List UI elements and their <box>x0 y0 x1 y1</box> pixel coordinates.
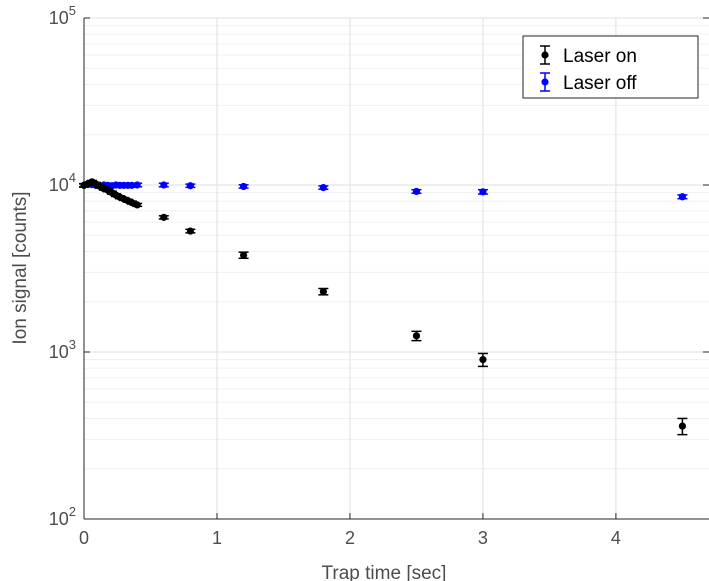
data-point <box>186 227 194 235</box>
data-point <box>160 213 168 221</box>
x-tick-label: 2 <box>345 528 355 548</box>
data-point <box>678 193 687 201</box>
data-point <box>412 332 421 340</box>
data-point <box>678 422 687 430</box>
x-tick-label: 4 <box>611 528 621 548</box>
y-tick-labels: 102 103 104 105 <box>49 3 76 529</box>
y-tick-label: 104 <box>49 170 76 195</box>
legend-item: Laser off <box>540 72 637 94</box>
data-point <box>319 183 327 192</box>
data-point <box>239 251 248 259</box>
x-tick-label: 3 <box>478 528 488 548</box>
legend: Laser on Laser off <box>522 35 699 99</box>
x-tick-label: 0 <box>79 528 89 548</box>
axes <box>83 17 709 520</box>
y-tick-label: 102 <box>49 504 76 529</box>
data-point <box>479 188 487 196</box>
data-point <box>133 181 141 189</box>
x-axis-label: Trap time [sec] <box>322 563 447 581</box>
data-point <box>186 182 194 190</box>
y-axis-label: Ion signal [counts] <box>10 191 31 344</box>
data-series <box>79 178 688 436</box>
legend-label: Laser on <box>563 46 637 67</box>
legend-label: Laser off <box>563 73 637 94</box>
legend-marker <box>541 78 549 86</box>
data-point <box>133 201 141 209</box>
x-tick-label: 1 <box>212 528 222 548</box>
x-tick-labels: 0 1 2 3 4 <box>79 528 621 548</box>
y-tick-label: 103 <box>49 337 76 362</box>
plot-area <box>84 18 709 519</box>
data-point <box>239 182 248 191</box>
y-tick-label: 105 <box>49 3 76 28</box>
legend-marker <box>541 51 549 59</box>
legend-box <box>522 35 699 99</box>
series-laser-on <box>79 178 688 436</box>
data-point <box>479 356 487 364</box>
legend-item: Laser on <box>540 45 637 67</box>
data-point <box>319 287 327 296</box>
data-point <box>160 181 168 189</box>
data-point <box>412 187 421 196</box>
